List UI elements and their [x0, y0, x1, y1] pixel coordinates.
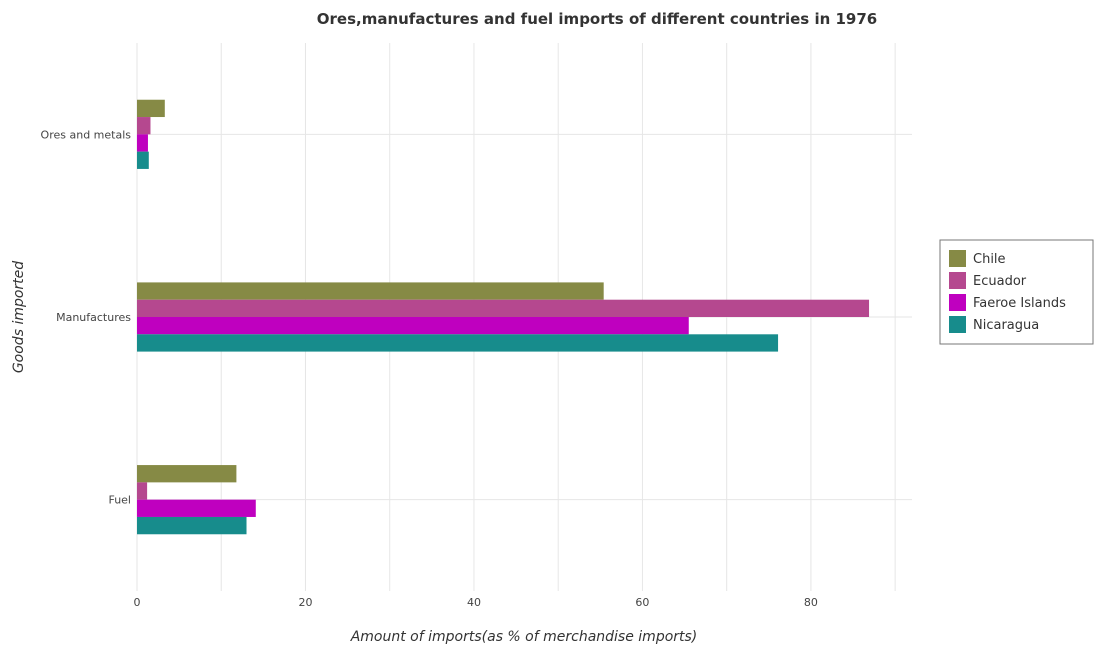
- y-tick-label: Ores and metals: [41, 128, 132, 141]
- legend-swatch: [949, 250, 966, 267]
- bars: [137, 99, 870, 535]
- bar-nicaragua-ores-and-metals: [137, 151, 149, 169]
- legend-swatch: [949, 316, 966, 333]
- legend-swatch: [949, 294, 966, 311]
- bar-faeroe-islands-manufactures: [137, 317, 689, 335]
- x-tick-label: 80: [804, 596, 818, 609]
- bar-chile-ores-and-metals: [137, 99, 165, 118]
- legend-label: Chile: [973, 252, 1006, 267]
- chart-title: Ores,manufactures and fuel imports of di…: [317, 10, 877, 28]
- bar-ecuador-fuel: [137, 482, 148, 500]
- bar-faeroe-islands-fuel: [137, 499, 256, 517]
- y-tick-label: Manufactures: [56, 311, 131, 324]
- bar-nicaragua-manufactures: [137, 334, 779, 352]
- legend-label: Nicaragua: [973, 318, 1039, 333]
- bar-ecuador-manufactures: [137, 299, 870, 317]
- bar-chile-manufactures: [137, 282, 604, 300]
- x-tick-label: 0: [134, 596, 141, 609]
- legend: Chile Ecuador Faeroe Islands Nicaragua: [939, 239, 1094, 345]
- x-axis-label: Amount of imports(as % of merchandise im…: [350, 629, 698, 645]
- x-tick-label: 20: [298, 596, 312, 609]
- legend-label: Faeroe Islands: [973, 296, 1066, 311]
- y-axis-ticks: Ores and metals Manufactures Fuel: [41, 128, 132, 506]
- x-tick-label: 40: [467, 596, 481, 609]
- bar-ecuador-ores-and-metals: [137, 117, 151, 135]
- x-axis-ticks: 0 20 40 60 80: [134, 596, 818, 609]
- y-tick-label: Fuel: [108, 494, 131, 507]
- x-tick-label: 60: [635, 596, 649, 609]
- legend-label: Ecuador: [973, 274, 1027, 289]
- legend-swatch: [949, 272, 966, 289]
- bar-nicaragua-fuel: [137, 516, 247, 535]
- bar-faeroe-islands-ores-and-metals: [137, 134, 148, 152]
- bar-chile-fuel: [137, 465, 237, 483]
- y-axis-label: Goods imported: [11, 261, 27, 373]
